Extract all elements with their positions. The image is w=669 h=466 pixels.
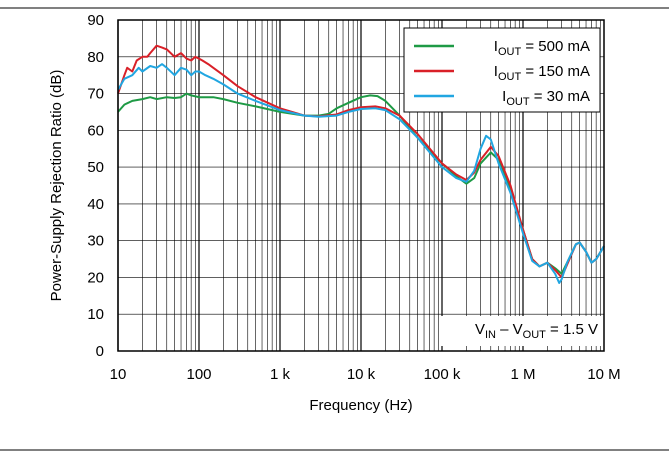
legend-label-tail: = 30 mA xyxy=(530,88,590,105)
x-tick-label: 10 M xyxy=(587,366,620,383)
annotation-tail: = 1.5 V xyxy=(546,321,598,338)
legend-label-tail: = 150 mA xyxy=(521,63,590,80)
y-tick-label: 20 xyxy=(87,269,104,286)
x-tick-label: 100 xyxy=(186,366,211,383)
annotation-v1: V xyxy=(475,321,485,338)
y-tick-label: 10 xyxy=(87,306,104,323)
x-axis-label: Frequency (Hz) xyxy=(309,397,412,414)
series-line-1 xyxy=(117,92,605,275)
y-tick-label: 30 xyxy=(87,233,104,250)
y-tick-label: 0 xyxy=(96,343,104,360)
y-tick-label: 60 xyxy=(87,122,104,139)
y-axis-label: Power-Supply Rejection Ratio (dB) xyxy=(48,70,65,302)
legend-label-3: IOUT = 30 mA xyxy=(502,88,590,108)
x-tick-label: 10 k xyxy=(347,366,376,383)
annotation-sub-in: IN xyxy=(485,329,496,341)
legend-label-main: I xyxy=(502,88,506,105)
y-tick-label: 70 xyxy=(87,86,104,103)
x-tick-label: 100 k xyxy=(424,366,461,383)
y-tick-label: 90 xyxy=(87,12,104,29)
y-tick-label: 50 xyxy=(87,159,104,176)
annotation-text: VIN – VOUT = 1.5 V xyxy=(475,321,598,341)
legend-label-sub: OUT xyxy=(498,46,522,58)
legend-label-sub: OUT xyxy=(498,71,522,83)
series-line-3 xyxy=(117,63,605,284)
y-tick-label: 40 xyxy=(87,196,104,213)
annotation-box xyxy=(440,316,602,346)
legend-label-2: IOUT = 150 mA xyxy=(494,63,590,83)
grid-layer xyxy=(117,19,604,352)
series-layer xyxy=(117,44,605,284)
legend-label-main: I xyxy=(494,63,498,80)
legend-label-tail: = 500 mA xyxy=(521,38,590,55)
annotation-sub-out: OUT xyxy=(523,329,547,341)
x-tick-label: 1 M xyxy=(510,366,535,383)
legend-label-main: I xyxy=(494,38,498,55)
x-tick-label: 10 xyxy=(110,366,127,383)
x-tick-label: 1 k xyxy=(270,366,291,383)
legend-label-sub: OUT xyxy=(506,96,530,108)
condition-annotation: VIN – VOUT = 1.5 V xyxy=(440,316,602,346)
legend-label-1: IOUT = 500 mA xyxy=(494,38,590,58)
x-tick-labels: 10 100 1 k 10 k 100 k 1 M 10 M xyxy=(110,366,621,383)
y-tick-label: 80 xyxy=(87,49,104,66)
annotation-mid: – V xyxy=(496,321,523,338)
plot-frame xyxy=(117,19,605,352)
y-tick-labels: 0 10 20 30 40 50 60 70 80 90 xyxy=(87,12,104,360)
